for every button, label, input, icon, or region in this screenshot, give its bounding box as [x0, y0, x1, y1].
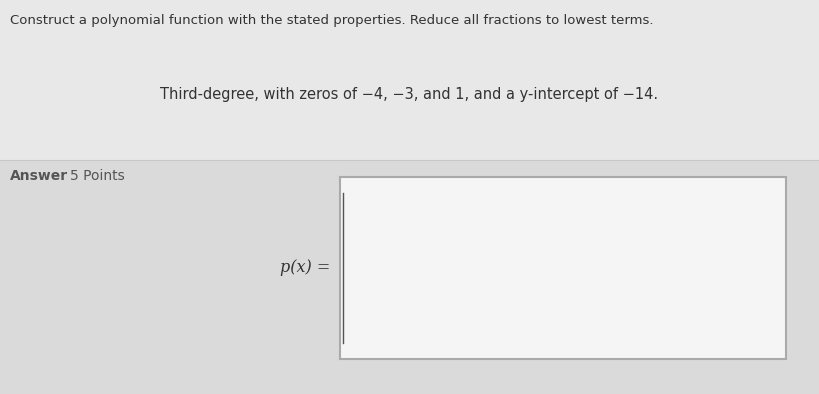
- Text: Construct a polynomial function with the stated properties. Reduce all fractions: Construct a polynomial function with the…: [10, 14, 654, 27]
- Text: 5 Points: 5 Points: [70, 169, 124, 184]
- Bar: [0, 0, 819, 160]
- Bar: [340, 177, 786, 359]
- Bar: [0, 160, 819, 394]
- Text: Answer: Answer: [10, 169, 68, 184]
- Text: p(x) =: p(x) =: [280, 259, 330, 277]
- Text: Third-degree, with zeros of −4, −3, and 1, and a y-intercept of −14.: Third-degree, with zeros of −4, −3, and …: [161, 87, 658, 102]
